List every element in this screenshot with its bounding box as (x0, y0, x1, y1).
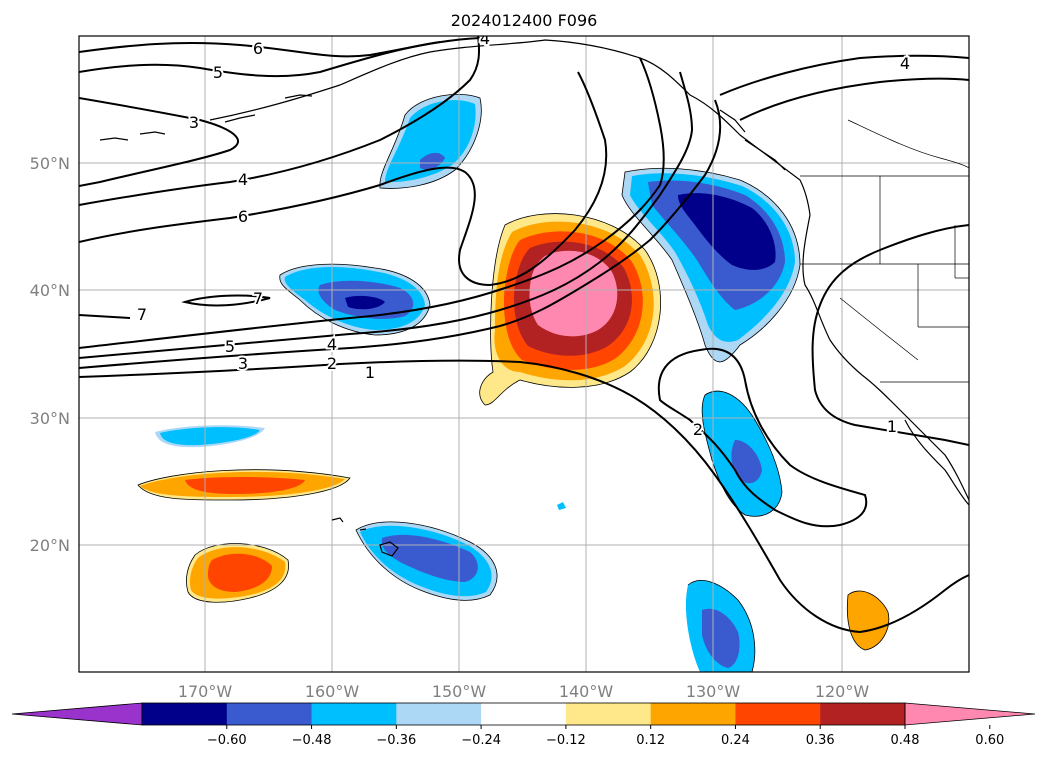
map-title: 2024012400 F096 (451, 11, 598, 30)
contour-label: 4 (327, 335, 337, 354)
lon-label: 120°W (815, 682, 870, 701)
colorbar-box (226, 703, 313, 725)
colorbar-box (650, 703, 736, 725)
colorbar-tick-label: −0.48 (292, 733, 332, 748)
contour-label: 3 (189, 113, 199, 132)
coastlines (99, 39, 969, 557)
contour-label: 5 (225, 337, 235, 356)
contour-label: 2 (693, 420, 703, 439)
contour-lines (79, 36, 969, 634)
contour-label: 1 (365, 363, 375, 382)
contour-label: 6 (238, 207, 248, 226)
gridlines (79, 36, 969, 672)
contour-label: 3 (238, 354, 248, 373)
colorbar-tick-label: 0.36 (806, 733, 835, 748)
latitude-labels: 50°N 40°N 30°N 20°N (30, 154, 70, 555)
colorbar-extend-low (11, 702, 143, 726)
colorbar-extend-high (904, 702, 1036, 726)
lon-label: 170°W (178, 682, 233, 701)
colorbar-box (565, 703, 652, 725)
map-frame (78, 35, 970, 673)
contour-label: 5 (213, 63, 223, 82)
colorbar-box (481, 703, 567, 725)
colorbar-tick-label: −0.60 (207, 733, 247, 748)
longitude-labels: 170°W 160°W 150°W 140°W 130°W 120°W (178, 682, 870, 701)
contour-label: 4 (238, 170, 248, 189)
colorbar-tick-label: 0.24 (721, 733, 750, 748)
contour-label: 2 (327, 354, 337, 373)
positive-anomaly-se (847, 591, 889, 650)
colorbar-box (820, 703, 906, 725)
colorbar-box (735, 703, 821, 725)
colorbar-box (142, 703, 228, 725)
colorbar-tick-label: 0.12 (636, 733, 665, 748)
lon-label: 130°W (686, 682, 741, 701)
lon-label: 160°W (305, 682, 360, 701)
contour-label: 6 (253, 39, 263, 58)
lon-label: 150°W (432, 682, 487, 701)
lon-label: 140°W (559, 682, 614, 701)
contour-labels: 6 5 3 4 6 7 7 5 3 4 2 1 4 4 2 1 (135, 29, 912, 441)
contour-label: 4 (900, 54, 910, 73)
colorbar-box (311, 703, 397, 725)
colorbar-tick-label: −0.12 (546, 733, 586, 748)
borders (800, 119, 969, 383)
shaded-anomalies (138, 94, 889, 672)
colorbar-box (396, 703, 482, 725)
colorbar-frame (141, 702, 906, 726)
colorbar-tick-label: 0.60 (975, 733, 1004, 748)
contour-label: 4 (480, 29, 490, 48)
lat-label: 50°N (30, 154, 70, 173)
lat-label: 40°N (30, 281, 70, 300)
colorbar: −0.60 −0.48 −0.36 −0.24 −0.12 0.12 0.24 0.36 0.4… (11, 702, 1036, 748)
colorbar-tick-label: −0.24 (461, 733, 501, 748)
lat-label: 20°N (30, 536, 70, 555)
lat-label: 30°N (30, 409, 70, 428)
colorbar-tick-label: −0.36 (376, 733, 416, 748)
colorbar-tick-label: 0.48 (891, 733, 920, 748)
contour-label: 1 (887, 417, 897, 436)
contour-label: 7 (253, 289, 263, 308)
contour-label: 7 (137, 305, 147, 324)
